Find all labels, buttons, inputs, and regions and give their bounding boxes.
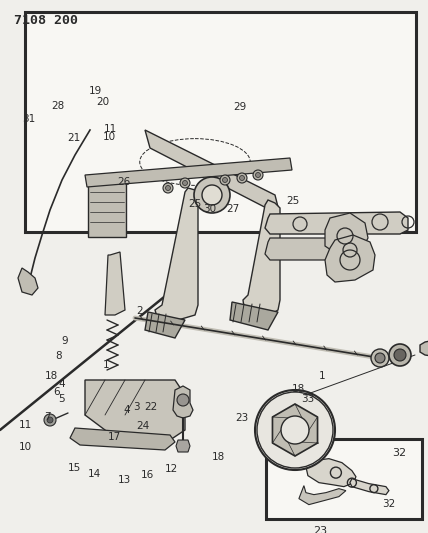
Text: 8: 8: [55, 351, 62, 361]
Circle shape: [44, 414, 56, 426]
Circle shape: [237, 173, 247, 183]
Circle shape: [166, 185, 170, 190]
Text: 7: 7: [44, 413, 51, 422]
Circle shape: [177, 394, 189, 406]
Text: 15: 15: [68, 463, 81, 473]
Text: 5: 5: [58, 394, 65, 403]
Text: 2: 2: [136, 306, 143, 316]
Text: 10: 10: [19, 442, 32, 451]
Ellipse shape: [130, 134, 260, 190]
Polygon shape: [145, 130, 280, 215]
Polygon shape: [273, 404, 318, 456]
Text: 16: 16: [141, 471, 154, 480]
Text: 1: 1: [103, 360, 110, 370]
Text: 25: 25: [287, 197, 300, 206]
Bar: [88, 182, 126, 237]
Text: 28: 28: [51, 101, 64, 110]
Text: 13: 13: [118, 475, 131, 484]
Text: 29: 29: [233, 102, 246, 111]
Text: 24: 24: [136, 422, 149, 431]
Text: 22: 22: [144, 402, 157, 411]
Circle shape: [371, 349, 389, 367]
Text: 12: 12: [165, 464, 178, 474]
Text: 7108 200: 7108 200: [14, 14, 78, 27]
Polygon shape: [325, 213, 368, 256]
Text: 17: 17: [108, 432, 121, 442]
Text: 23: 23: [235, 414, 248, 423]
Circle shape: [256, 173, 261, 177]
Circle shape: [253, 170, 263, 180]
Text: 33: 33: [302, 394, 315, 403]
Polygon shape: [306, 458, 356, 487]
Circle shape: [182, 181, 187, 185]
Text: 3: 3: [134, 402, 140, 411]
Text: 9: 9: [61, 336, 68, 346]
Text: 14: 14: [88, 470, 101, 479]
Polygon shape: [105, 252, 125, 315]
Text: 18: 18: [292, 384, 305, 394]
Circle shape: [223, 177, 228, 182]
Text: 4: 4: [123, 406, 130, 415]
Polygon shape: [350, 479, 389, 495]
Polygon shape: [265, 238, 368, 260]
Polygon shape: [299, 486, 346, 505]
Text: 32: 32: [392, 448, 407, 458]
Polygon shape: [18, 268, 38, 295]
Polygon shape: [420, 338, 428, 360]
Circle shape: [47, 417, 53, 423]
Text: 20: 20: [96, 98, 109, 107]
Circle shape: [375, 353, 385, 363]
Text: 23: 23: [314, 526, 328, 533]
Polygon shape: [155, 188, 198, 320]
Polygon shape: [85, 380, 185, 440]
Polygon shape: [85, 158, 292, 187]
Bar: [25, 12, 416, 232]
Polygon shape: [230, 302, 278, 330]
Text: 10: 10: [103, 132, 116, 142]
Circle shape: [202, 185, 222, 205]
Text: 32: 32: [382, 499, 395, 508]
Text: 18: 18: [212, 453, 225, 462]
Text: 11: 11: [104, 124, 116, 134]
Circle shape: [163, 183, 173, 193]
Text: 18: 18: [45, 371, 58, 381]
Text: 31: 31: [23, 115, 36, 124]
Polygon shape: [325, 235, 375, 282]
Circle shape: [194, 177, 230, 213]
Text: 11: 11: [19, 421, 32, 430]
Text: 19: 19: [89, 86, 101, 95]
Polygon shape: [173, 386, 193, 418]
Text: 6: 6: [54, 387, 60, 397]
Text: 25: 25: [188, 199, 201, 209]
Circle shape: [180, 178, 190, 188]
Text: 21: 21: [67, 133, 80, 142]
Polygon shape: [176, 440, 190, 452]
Circle shape: [220, 175, 230, 185]
Polygon shape: [145, 312, 185, 338]
Text: 27: 27: [227, 205, 240, 214]
Text: 30: 30: [203, 205, 216, 214]
Text: 1: 1: [319, 371, 326, 381]
Polygon shape: [265, 212, 408, 234]
Bar: [266, 439, 422, 519]
Polygon shape: [243, 200, 280, 318]
Circle shape: [255, 390, 335, 470]
Circle shape: [240, 175, 244, 181]
Circle shape: [281, 416, 309, 444]
Polygon shape: [70, 428, 175, 450]
Circle shape: [389, 344, 411, 366]
Circle shape: [394, 349, 406, 361]
Text: 26: 26: [118, 177, 131, 187]
Text: 4: 4: [59, 379, 65, 389]
